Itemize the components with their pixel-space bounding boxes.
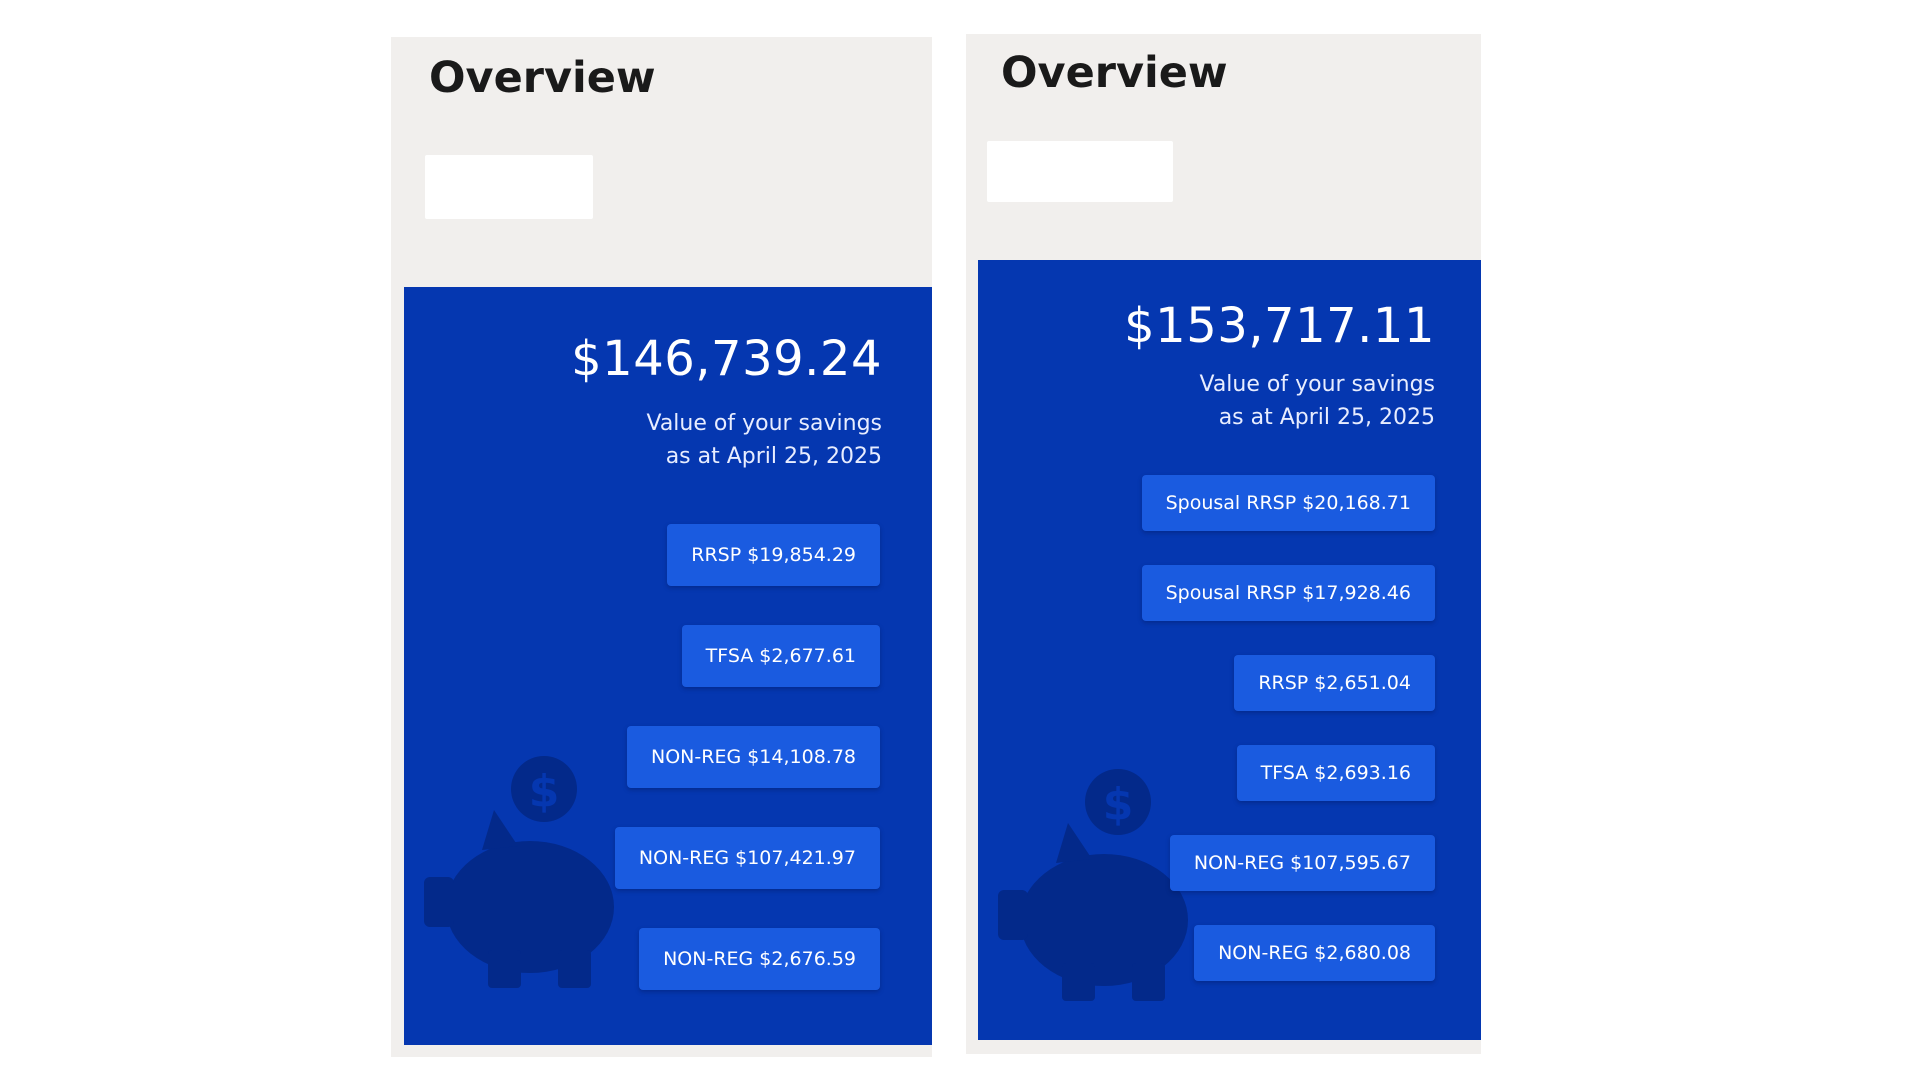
account-button-rrsp[interactable]: RRSP $19,854.29 <box>667 524 880 586</box>
overview-panel-2: Overview $ $153,717.11 Value of your sav… <box>966 34 1481 1054</box>
savings-summary-card: $ $153,717.11 Value of your savings as a… <box>978 260 1481 1040</box>
account-button-non-reg-3[interactable]: NON-REG $2,676.59 <box>639 928 880 990</box>
account-button-spousal-rrsp-2[interactable]: Spousal RRSP $17,928.46 <box>1141 565 1435 621</box>
account-button-tfsa[interactable]: TFSA $2,677.61 <box>681 625 880 687</box>
savings-total-value: $153,717.11 <box>1124 298 1435 354</box>
savings-caption: Value of your savings as at April 25, 20… <box>1199 368 1435 434</box>
account-button-tfsa[interactable]: TFSA $2,693.16 <box>1236 745 1435 801</box>
page-title: Overview <box>1001 48 1228 98</box>
savings-caption-line-2: as at April 25, 2025 <box>665 444 882 469</box>
blank-placeholder-box <box>425 155 593 219</box>
svg-text:$: $ <box>529 766 560 817</box>
account-button-non-reg-1[interactable]: NON-REG $14,108.78 <box>627 726 880 788</box>
account-list: Spousal RRSP $20,168.71 Spousal RRSP $17… <box>1141 475 1435 981</box>
account-button-non-reg-2[interactable]: NON-REG $107,421.97 <box>614 827 880 889</box>
savings-summary-card: $ $146,739.24 Value of your savings as a… <box>404 287 932 1045</box>
account-list: RRSP $19,854.29 TFSA $2,677.61 NON-REG $… <box>614 524 880 990</box>
blank-placeholder-box <box>987 141 1173 202</box>
piggy-bank-dollar-icon: $ <box>424 756 614 988</box>
savings-caption-line-1: Value of your savings <box>1199 372 1435 397</box>
savings-caption-line-2: as at April 25, 2025 <box>1218 405 1435 430</box>
savings-caption: Value of your savings as at April 25, 20… <box>646 407 882 473</box>
account-button-non-reg-1[interactable]: NON-REG $107,595.67 <box>1169 835 1435 891</box>
svg-text:$: $ <box>1103 779 1134 830</box>
savings-caption-line-1: Value of your savings <box>646 411 882 436</box>
overview-panel-1: Overview $ $146,739.24 Value of your sav… <box>391 37 932 1057</box>
page-title: Overview <box>429 53 656 103</box>
piggy-bank-dollar-icon: $ <box>998 769 1188 1001</box>
account-button-rrsp[interactable]: RRSP $2,651.04 <box>1234 655 1435 711</box>
savings-total-value: $146,739.24 <box>571 331 882 387</box>
account-button-non-reg-2[interactable]: NON-REG $2,680.08 <box>1194 925 1435 981</box>
account-button-spousal-rrsp-1[interactable]: Spousal RRSP $20,168.71 <box>1141 475 1435 531</box>
